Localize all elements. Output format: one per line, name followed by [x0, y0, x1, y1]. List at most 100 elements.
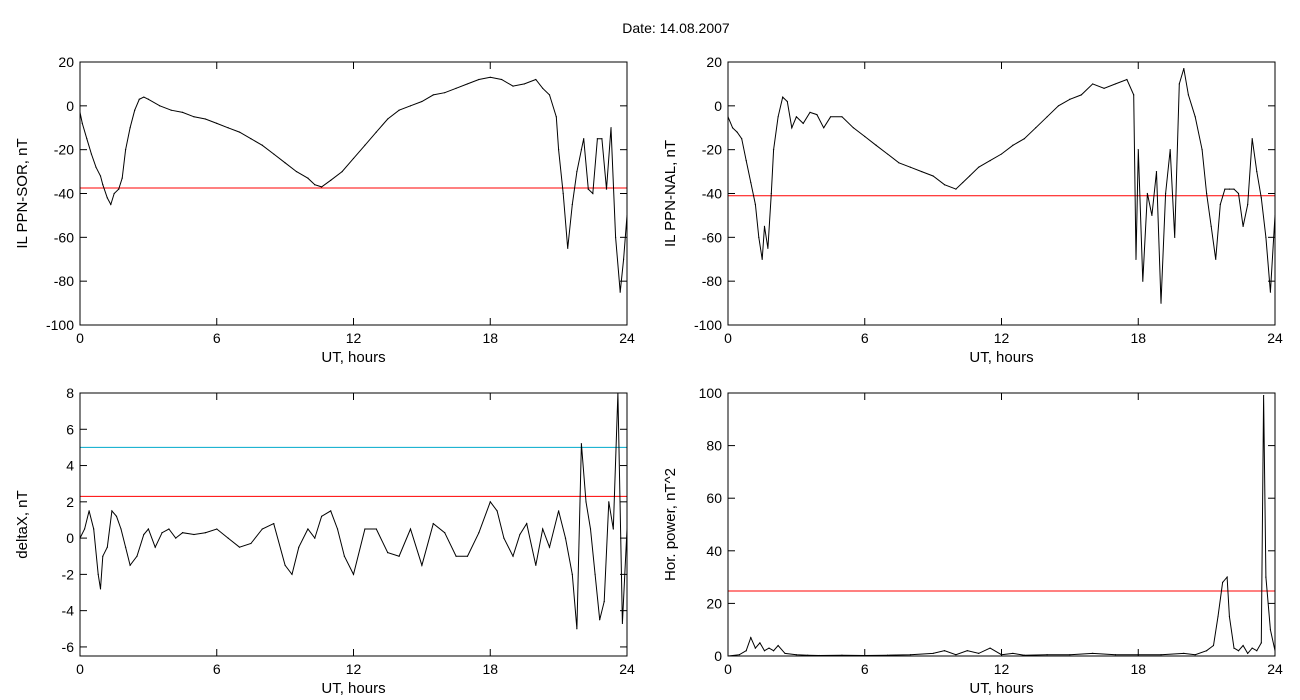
data-point-deltax [398, 555, 400, 557]
x-tick-label-sor: 18 [482, 330, 498, 346]
data-point-nal [1219, 203, 1221, 206]
data-point-sor [147, 98, 149, 100]
data-point-nal [758, 236, 760, 238]
x-axis-title-sor: UT, hours [321, 349, 385, 366]
data-point-nal [829, 116, 832, 118]
data-point-nal [1151, 214, 1153, 217]
data-point-nal [1160, 302, 1162, 304]
data-point-deltax [124, 546, 127, 548]
data-point-power [1194, 654, 1196, 656]
x-tick-label-sor: 24 [619, 330, 635, 346]
data-point-deltax [97, 573, 99, 575]
data-point-sor [512, 85, 514, 87]
data-point-power [909, 654, 911, 656]
y-tick-label-deltax: 8 [66, 385, 74, 401]
data-point-deltax [594, 573, 596, 575]
data-point-power [754, 647, 756, 649]
series-line-power [728, 395, 1275, 656]
data-point-power [772, 650, 775, 652]
y-tick-label-sor: -80 [54, 273, 74, 289]
data-point-power [777, 644, 779, 647]
x-tick-label-deltax: 12 [346, 661, 362, 677]
panel-power: 0 6 12 18 24 100 80 60 40 20 0 UT, hours Hor. power,… [662, 385, 1283, 697]
data-point-nal [761, 258, 763, 260]
data-point-nal [763, 225, 766, 227]
data-point-nal [1023, 138, 1025, 140]
data-point-sor [592, 192, 594, 195]
data-point-sor [110, 203, 112, 206]
data-point-sor [99, 175, 102, 177]
data-point-power [1251, 647, 1253, 649]
data-point-power [1256, 650, 1258, 652]
data-point-deltax [608, 501, 610, 503]
data-point-power [1212, 644, 1215, 647]
data-point-deltax [489, 501, 491, 503]
data-point-deltax [99, 588, 102, 590]
data-point-sor [501, 78, 503, 81]
data-point-sor [90, 153, 92, 155]
data-point-nal [1135, 258, 1137, 260]
data-point-power [1221, 581, 1224, 583]
x-tick-label-deltax: 24 [619, 661, 635, 677]
y-tick-label-sor: 0 [66, 98, 74, 114]
data-point-power [768, 647, 770, 649]
x-tick-label-deltax: 6 [213, 661, 221, 677]
data-point-sor [576, 170, 578, 173]
panel-sor: 0 6 12 18 24 20 0 -20 -40 -60 -80 -100 UT, hours IL P… [14, 54, 635, 366]
data-point-nal [754, 203, 756, 206]
data-point-sor [622, 258, 625, 260]
data-point-nal [989, 160, 991, 162]
data-point-nal [786, 100, 788, 103]
data-point-power [1160, 654, 1162, 656]
data-point-deltax [193, 533, 195, 536]
data-point-deltax [542, 528, 544, 530]
data-point-deltax [88, 510, 90, 512]
data-point-deltax [320, 515, 323, 517]
y-tick-label-deltax: 6 [66, 421, 74, 437]
y-tick-label-deltax: 2 [66, 494, 74, 510]
data-point-power [955, 654, 957, 656]
data-point-nal [1210, 225, 1212, 227]
data-point-sor [352, 157, 355, 160]
data-point-nal [795, 116, 797, 118]
data-point-power [1265, 576, 1267, 578]
data-point-sor [466, 83, 469, 85]
data-point-nal [782, 96, 784, 98]
data-point-power [745, 650, 747, 652]
data-point-deltax [589, 528, 592, 530]
data-point-deltax [478, 532, 480, 534]
data-point-power [1226, 576, 1228, 578]
data-point-power [1228, 615, 1231, 618]
data-point-sor [542, 87, 544, 89]
data-point-sor [138, 98, 140, 100]
data-point-sor [548, 94, 551, 96]
y-tick-label-power: 0 [714, 648, 722, 664]
data-point-sor [238, 131, 241, 133]
data-point-nal [802, 122, 804, 124]
data-point-deltax [352, 573, 355, 575]
data-point-deltax [409, 528, 412, 530]
data-point-nal [741, 138, 743, 140]
data-point-deltax [571, 573, 573, 575]
data-point-sor [129, 127, 131, 129]
y-tick-label-sor: -60 [54, 229, 74, 245]
data-point-sor [86, 138, 88, 140]
data-point-sor [601, 138, 603, 140]
data-point-power [1260, 642, 1262, 644]
y-tick-label-nal: -20 [702, 142, 722, 158]
data-point-nal [816, 114, 818, 116]
data-point-power [795, 654, 797, 656]
x-tick-label-deltax: 0 [76, 661, 84, 677]
data-point-deltax [161, 532, 163, 534]
data-point-nal [1092, 83, 1094, 85]
data-point-power [1183, 652, 1185, 654]
data-point-deltax [343, 555, 345, 557]
series-line-nal [728, 68, 1275, 304]
data-point-nal [1187, 94, 1189, 96]
data-point-power [1269, 629, 1272, 631]
data-point-nal [921, 170, 923, 173]
data-point-deltax [115, 515, 118, 517]
x-tick-label-nal: 18 [1130, 330, 1146, 346]
panel-nal: 0 6 12 18 24 20 0 -20 -40 -60 -80 -100 UT, hours IL P… [662, 54, 1283, 366]
data-point-sor [113, 192, 115, 195]
